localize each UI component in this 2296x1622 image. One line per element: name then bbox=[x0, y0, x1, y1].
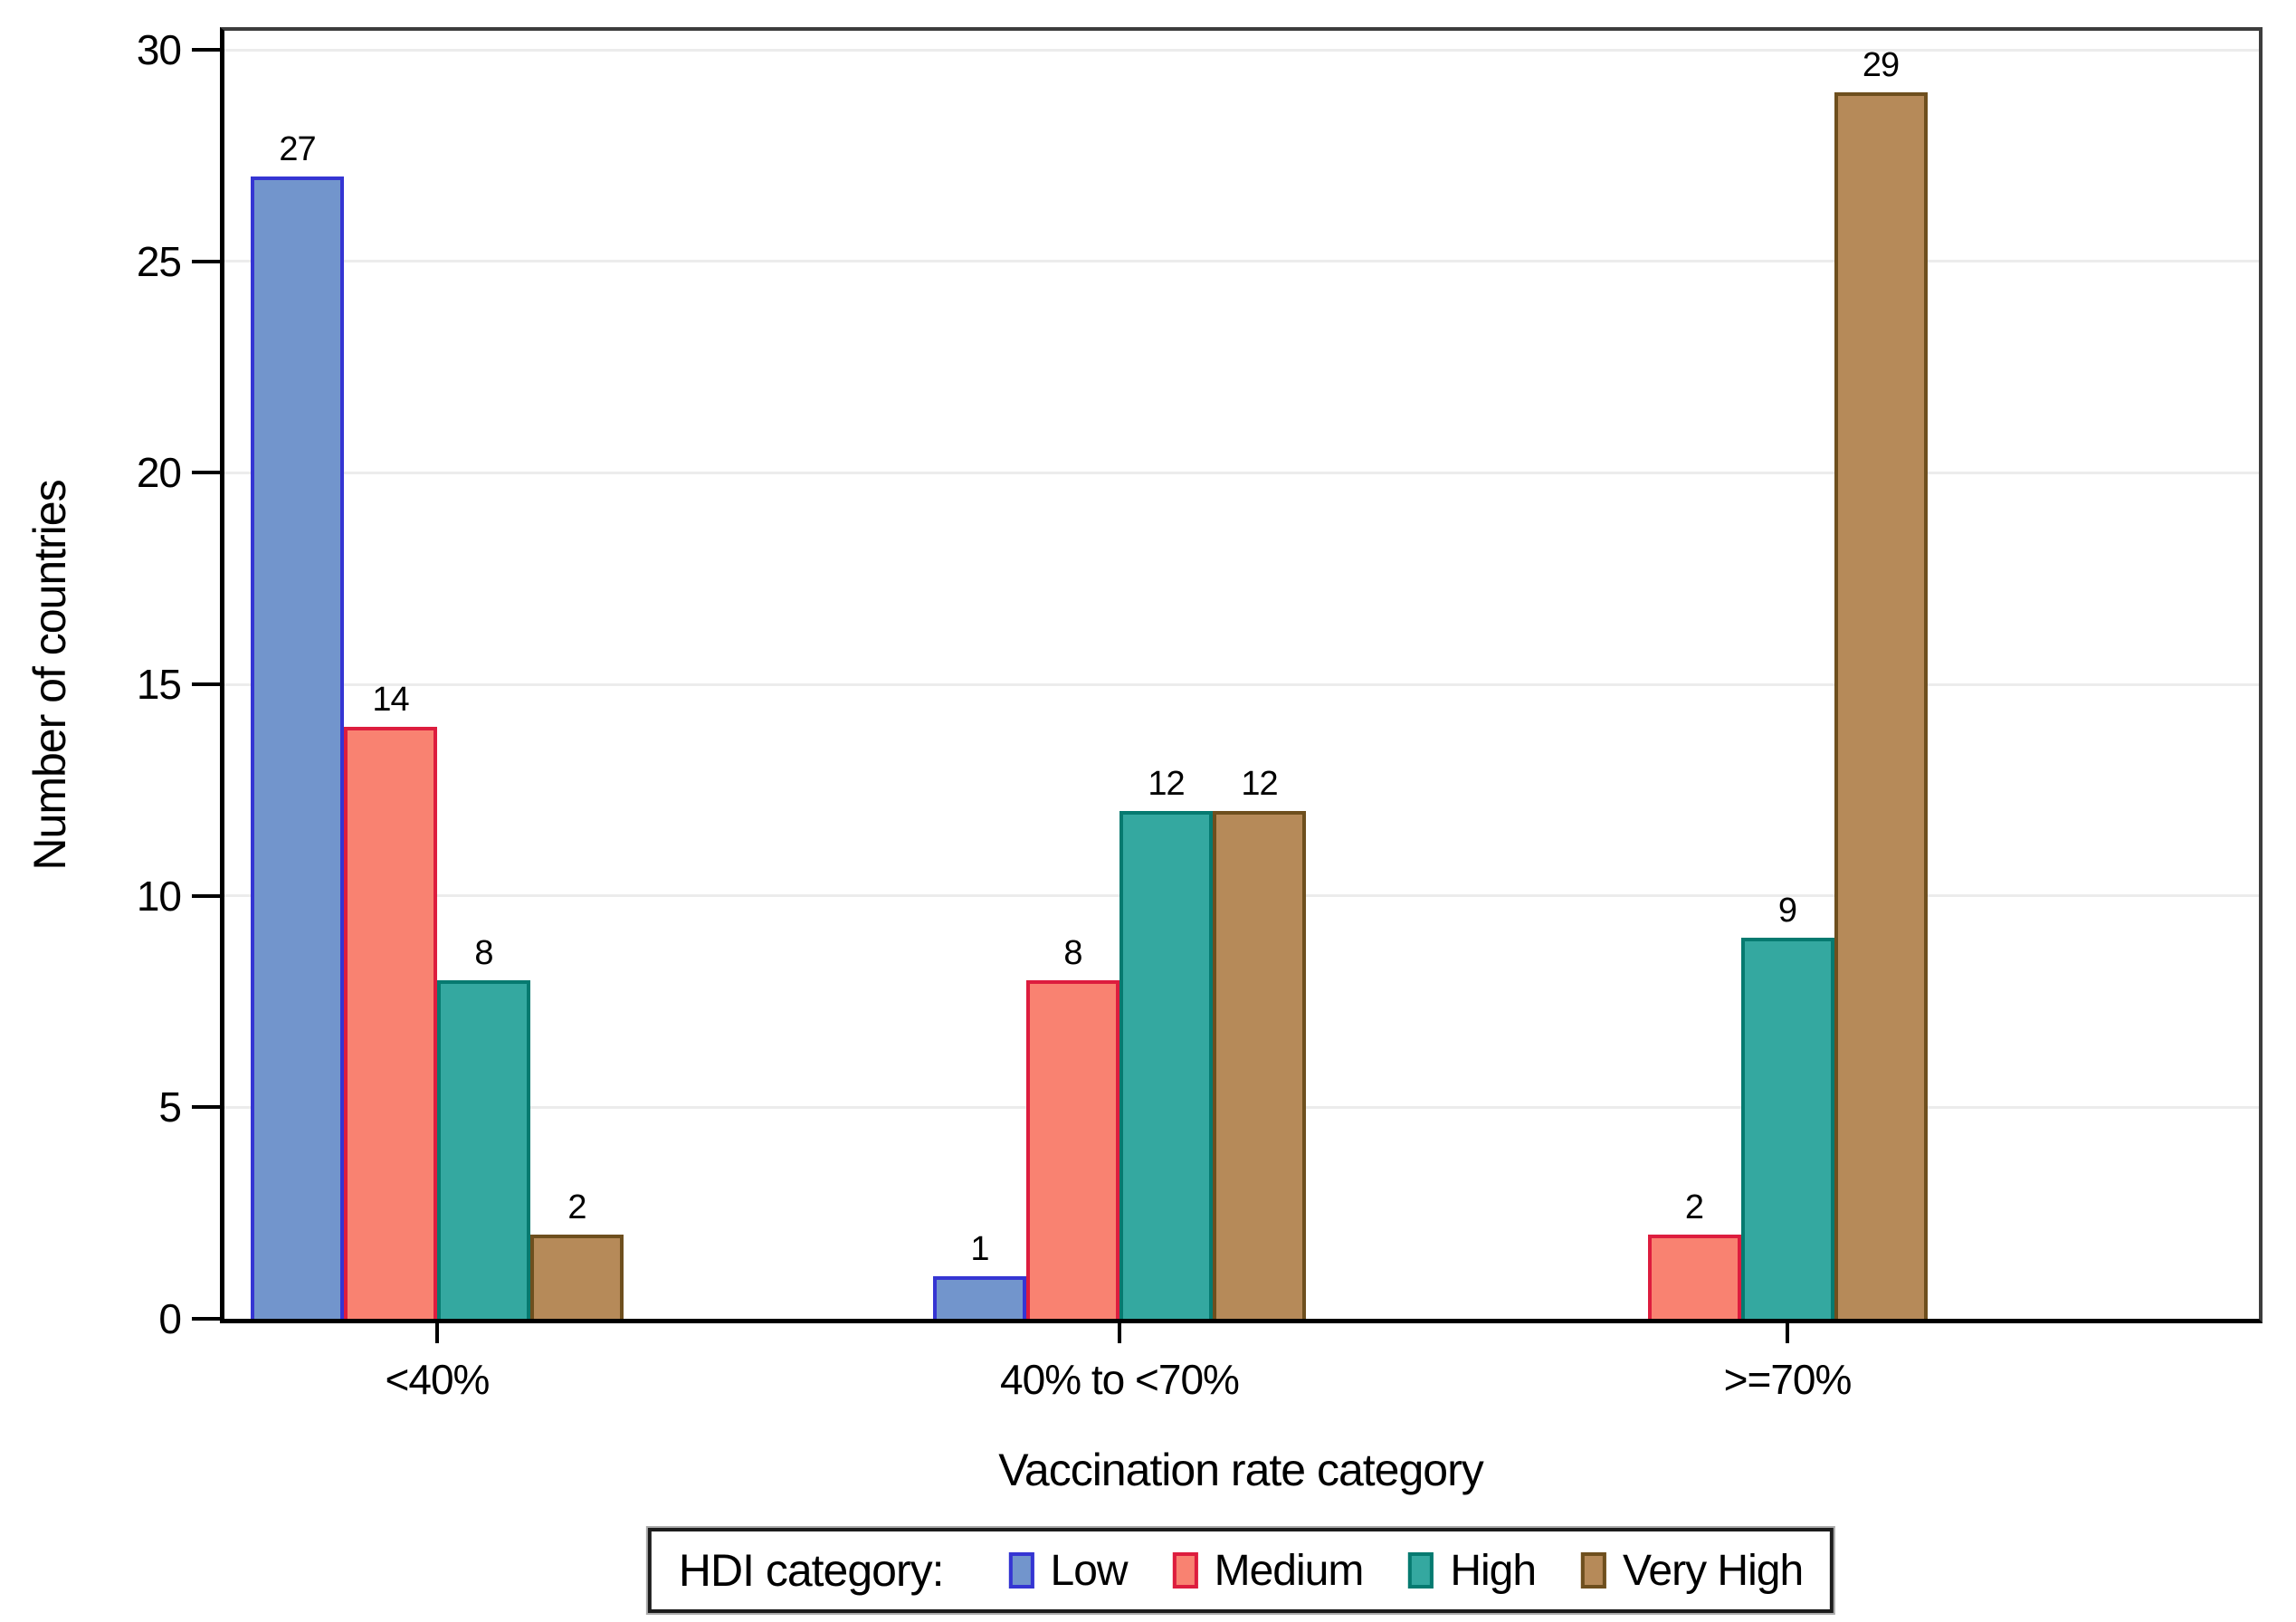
y-tick-label: 5 bbox=[158, 1083, 182, 1131]
bar bbox=[344, 726, 437, 1319]
bar-column: 14 bbox=[344, 680, 437, 1319]
bar bbox=[1213, 811, 1306, 1319]
y-tick-label: 25 bbox=[136, 237, 182, 285]
y-tick-mark bbox=[192, 471, 220, 475]
y-tick-mark bbox=[192, 893, 220, 898]
x-tick-label: <40% bbox=[385, 1356, 491, 1403]
x-tick-label: >=70% bbox=[1723, 1356, 1853, 1403]
legend-item: Very High bbox=[1581, 1546, 1804, 1596]
bar bbox=[1834, 91, 1928, 1319]
bar bbox=[1740, 938, 1834, 1319]
legend-item: Medium bbox=[1172, 1546, 1365, 1596]
bar-value-label: 9 bbox=[1777, 892, 1797, 930]
bar bbox=[933, 1276, 1026, 1319]
legend-swatch-medium bbox=[1172, 1552, 1198, 1589]
bar bbox=[251, 177, 344, 1319]
legend-items: Low Medium High Very High bbox=[1008, 1546, 1804, 1596]
gridline bbox=[224, 260, 2259, 263]
bar-value-label: 12 bbox=[1148, 765, 1185, 804]
x-tick-mark bbox=[1118, 1323, 1121, 1343]
legend-swatch-low bbox=[1008, 1552, 1034, 1589]
bar bbox=[1647, 1234, 1741, 1319]
x-tick-label: 40% to <70% bbox=[1000, 1356, 1240, 1403]
legend-label: Medium bbox=[1214, 1546, 1365, 1595]
y-tick-label: 30 bbox=[136, 26, 182, 73]
bar-value-label: 14 bbox=[372, 680, 409, 719]
gridline bbox=[224, 48, 2259, 52]
bar bbox=[1026, 980, 1119, 1319]
bar-value-label: 8 bbox=[474, 934, 493, 973]
bar-column: 1 bbox=[933, 1229, 1026, 1319]
bar-column: 27 bbox=[251, 129, 344, 1319]
bar-value-label: 12 bbox=[1241, 765, 1278, 804]
bar-column: 2 bbox=[1647, 1188, 1741, 1319]
y-tick-label: 15 bbox=[136, 661, 182, 708]
legend-swatch-high bbox=[1408, 1552, 1434, 1589]
bar bbox=[530, 1234, 624, 1319]
bar-value-label: 2 bbox=[567, 1188, 586, 1226]
bar-column: 9 bbox=[1740, 891, 1834, 1319]
gridline bbox=[224, 682, 2259, 686]
bar-value-label: 27 bbox=[279, 130, 316, 169]
y-tick-mark bbox=[192, 48, 220, 52]
bar-value-label: 2 bbox=[1684, 1188, 1704, 1226]
y-tick-label: 10 bbox=[136, 872, 182, 920]
bar-group: 27 14 8 2 bbox=[251, 129, 624, 1319]
gridline bbox=[224, 471, 2259, 474]
bar-column: 12 bbox=[1119, 764, 1213, 1319]
bar-column: 2 bbox=[530, 1188, 624, 1319]
x-tick-mark bbox=[1786, 1323, 1789, 1343]
bar bbox=[437, 980, 530, 1319]
y-tick-mark bbox=[192, 682, 220, 686]
x-axis-title: Vaccination rate category bbox=[998, 1445, 1483, 1495]
y-tick-mark bbox=[192, 259, 220, 263]
legend-box: HDI category: Low Medium High Very High bbox=[647, 1528, 1834, 1613]
legend-item: Low bbox=[1008, 1546, 1129, 1596]
plot-area: 27 14 8 2 1 8 12 12 2 9 29 bbox=[220, 27, 2263, 1323]
bar-value-label: 1 bbox=[970, 1230, 989, 1269]
y-tick-label: 20 bbox=[136, 449, 182, 497]
legend-item: High bbox=[1408, 1546, 1537, 1596]
x-tick-mark bbox=[435, 1323, 439, 1343]
legend-title: HDI category: bbox=[678, 1545, 945, 1596]
legend-swatch-very-high bbox=[1581, 1552, 1607, 1589]
y-tick-label: 0 bbox=[158, 1295, 182, 1342]
bar-column: 29 bbox=[1834, 45, 1928, 1319]
bar-group: 2 9 29 bbox=[1647, 45, 1928, 1319]
bar-column: 12 bbox=[1213, 764, 1306, 1319]
legend-label: Low bbox=[1050, 1546, 1129, 1595]
bar-column: 8 bbox=[1026, 933, 1119, 1319]
legend-label: Very High bbox=[1623, 1546, 1804, 1595]
y-tick-mark bbox=[192, 1317, 220, 1321]
y-tick-mark bbox=[192, 1105, 220, 1110]
bar bbox=[1119, 811, 1213, 1319]
bar-column: 8 bbox=[437, 933, 530, 1319]
legend-label: High bbox=[1450, 1546, 1537, 1595]
bar-value-label: 29 bbox=[1862, 45, 1900, 84]
bar-value-label: 8 bbox=[1063, 934, 1082, 973]
bar-group: 1 8 12 12 bbox=[933, 764, 1306, 1319]
